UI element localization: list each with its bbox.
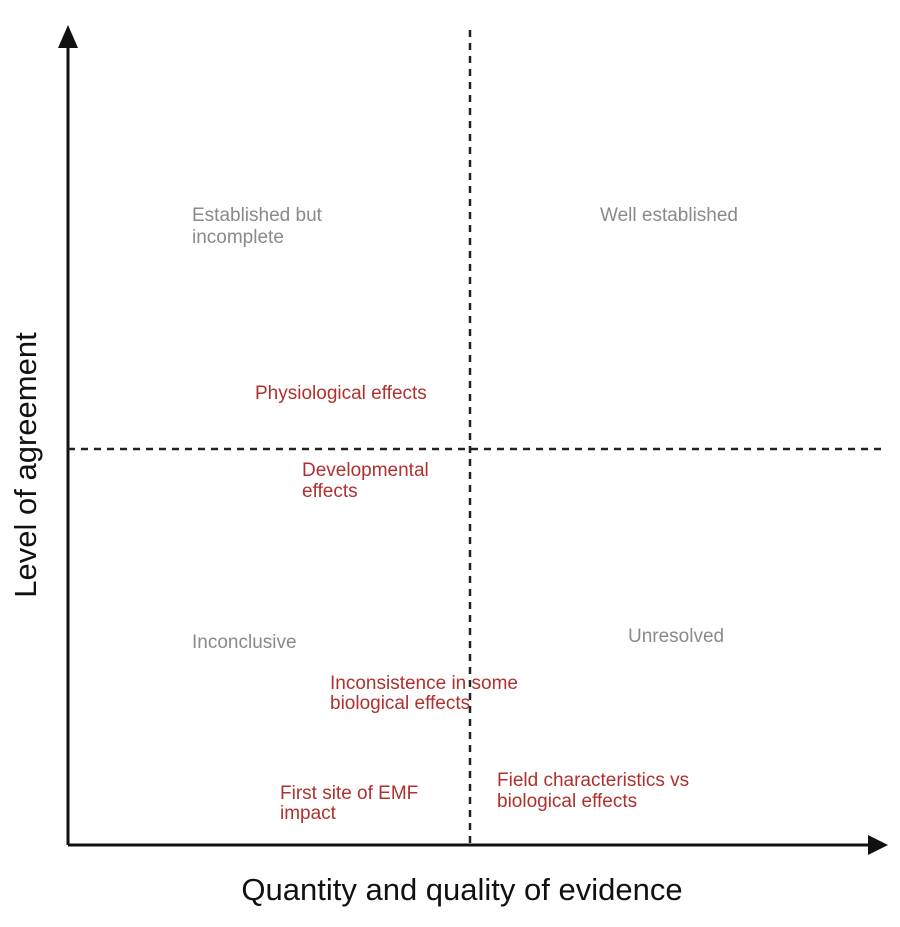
quadrant-label: Unresolved <box>628 626 724 647</box>
x-arrow <box>868 835 888 855</box>
item-label: Physiological effects <box>255 383 427 404</box>
item-label: Field characteristics vs biological effe… <box>497 770 694 812</box>
label-line: effects <box>302 481 358 502</box>
y-axis-label: Level of agreement <box>8 332 43 598</box>
label-line: Well established <box>600 205 738 226</box>
quadrant-label: Established but incomplete <box>192 205 327 248</box>
label-line: incomplete <box>192 227 284 248</box>
label-line: impact <box>280 803 337 824</box>
x-axis-label: Quantity and quality of evidence <box>241 872 682 907</box>
label-line: biological effects <box>330 693 470 714</box>
label-line: Physiological effects <box>255 383 427 404</box>
item-label: Developmental effects <box>302 460 434 502</box>
y-arrow <box>58 25 78 48</box>
label-line: Inconclusive <box>192 632 297 653</box>
item-label: First site of EMF impact <box>280 783 424 824</box>
label-line: Inconsistence in some <box>330 673 518 694</box>
label-line: Developmental <box>302 460 429 481</box>
label-line: Unresolved <box>628 626 724 647</box>
label-line: biological effects <box>497 791 637 812</box>
label-line: Established but <box>192 205 323 226</box>
quadrant-label: Well established <box>600 205 738 226</box>
quadrant-label: Inconclusive <box>192 632 297 653</box>
label-line: First site of EMF <box>280 783 418 804</box>
item-label: Inconsistence in some biological effects <box>330 673 523 714</box>
label-line: Field characteristics vs <box>497 770 689 791</box>
